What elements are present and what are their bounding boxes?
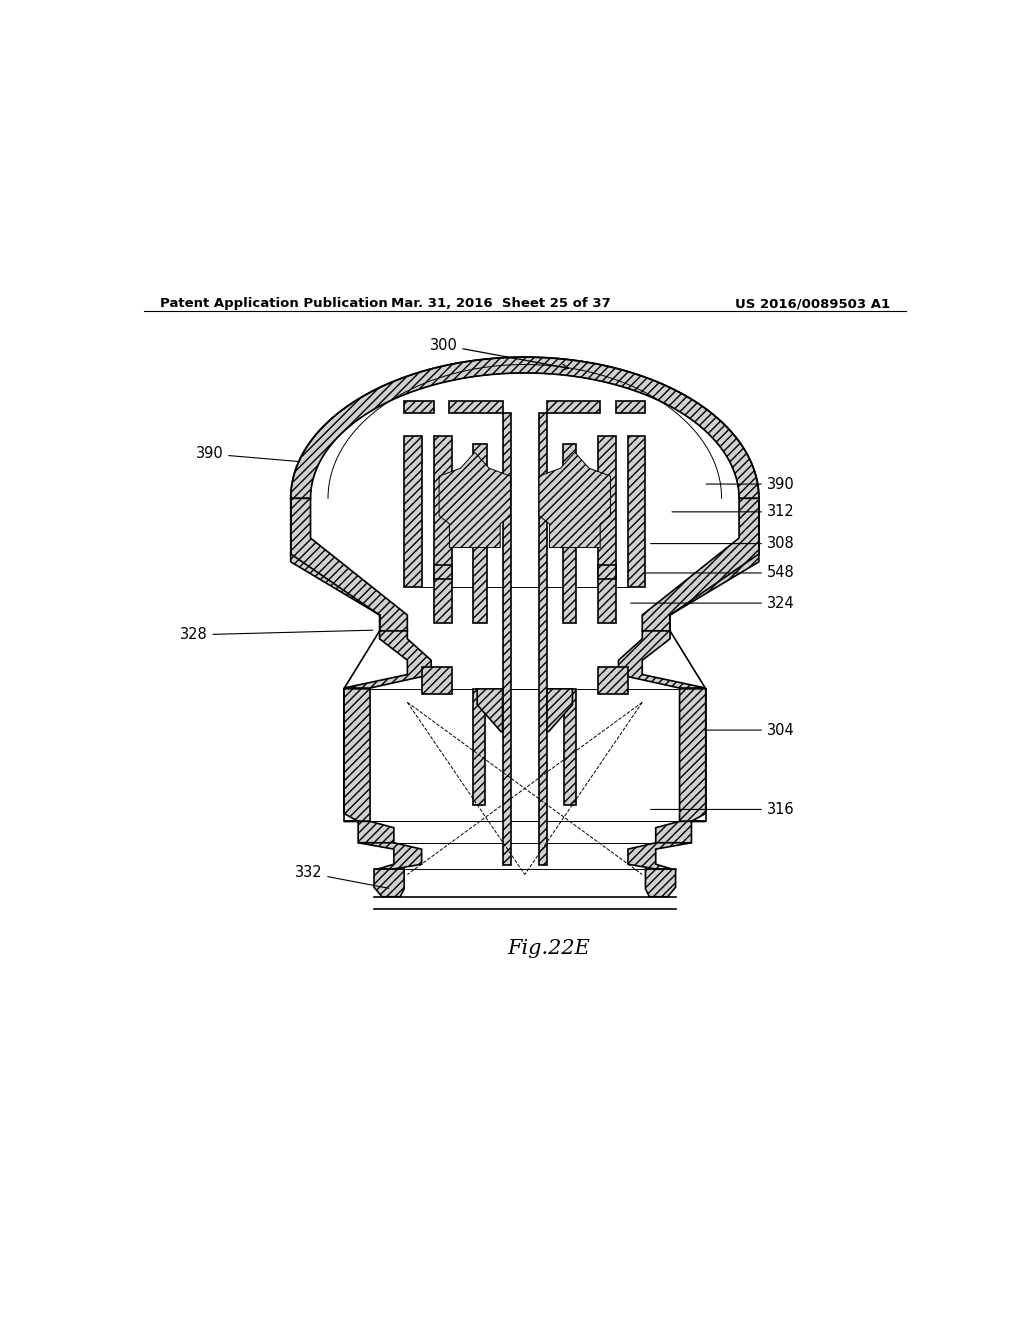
Bar — [422, 667, 452, 694]
Polygon shape — [628, 842, 691, 869]
Polygon shape — [344, 821, 394, 842]
Polygon shape — [477, 689, 503, 731]
Polygon shape — [344, 689, 370, 821]
Text: US 2016/0089503 A1: US 2016/0089503 A1 — [735, 297, 890, 310]
Bar — [539, 413, 547, 865]
Text: Patent Application Publication: Patent Application Publication — [160, 297, 387, 310]
Text: 324: 324 — [631, 595, 795, 611]
Bar — [547, 401, 600, 413]
Text: 312: 312 — [672, 504, 795, 519]
Bar — [503, 413, 511, 865]
Bar — [598, 667, 628, 694]
Polygon shape — [291, 499, 408, 631]
Polygon shape — [618, 631, 706, 688]
Polygon shape — [344, 631, 431, 688]
Bar — [373, 689, 677, 821]
Text: Fig.22E: Fig.22E — [507, 939, 590, 958]
Polygon shape — [680, 689, 706, 821]
Polygon shape — [645, 869, 676, 896]
Text: 308: 308 — [650, 536, 795, 550]
Text: 328: 328 — [179, 627, 373, 643]
Polygon shape — [374, 869, 404, 896]
Text: 316: 316 — [650, 803, 795, 817]
Bar — [598, 565, 616, 579]
Bar — [598, 437, 616, 623]
Polygon shape — [655, 821, 706, 842]
Text: 548: 548 — [645, 565, 795, 581]
Text: 304: 304 — [705, 722, 795, 738]
Text: 390: 390 — [707, 477, 795, 491]
Bar — [628, 437, 645, 587]
Text: 332: 332 — [295, 866, 389, 888]
Bar — [433, 437, 452, 623]
Bar — [473, 445, 486, 623]
Polygon shape — [358, 842, 422, 869]
Polygon shape — [310, 374, 739, 631]
Text: 300: 300 — [430, 338, 568, 370]
Polygon shape — [291, 358, 759, 499]
Bar — [404, 437, 422, 587]
Bar — [450, 401, 503, 413]
Polygon shape — [439, 453, 511, 548]
Text: 390: 390 — [196, 446, 300, 462]
Polygon shape — [642, 499, 759, 631]
Bar — [433, 565, 452, 579]
Polygon shape — [547, 689, 572, 731]
Bar — [404, 401, 433, 413]
Bar — [616, 401, 645, 413]
Bar — [473, 689, 485, 805]
Polygon shape — [539, 453, 610, 548]
Text: Mar. 31, 2016  Sheet 25 of 37: Mar. 31, 2016 Sheet 25 of 37 — [391, 297, 611, 310]
Bar — [563, 445, 577, 623]
Bar — [564, 689, 577, 805]
